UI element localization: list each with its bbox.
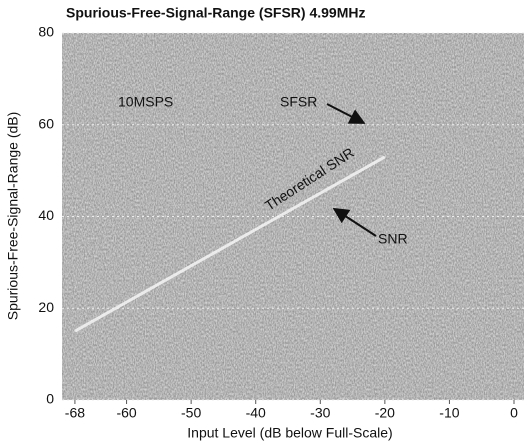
y-tick-label: 80 <box>38 24 54 40</box>
x-tick-label: -40 <box>246 405 266 421</box>
x-tick-label: -30 <box>310 405 330 421</box>
x-tick-label: 0 <box>510 405 518 421</box>
annotation: SNR <box>378 231 408 247</box>
y-axis-label: Spurious-Free-Signal-Range (dB) <box>5 112 21 321</box>
y-tick-label: 0 <box>46 391 54 407</box>
arrow <box>326 103 366 124</box>
y-tick-label: 60 <box>38 115 54 131</box>
x-tick-label: -50 <box>181 405 201 421</box>
x-tick-label: -68 <box>65 405 85 421</box>
x-axis-label: Input Level (dB below Full-Scale) <box>187 425 392 441</box>
chart-title: Spurious-Free-Signal-Range (SFSR) 4.99MH… <box>66 5 365 21</box>
y-tick-label: 40 <box>38 207 54 223</box>
x-tick-label: -20 <box>375 405 395 421</box>
x-tick-label: -60 <box>116 405 136 421</box>
y-tick-label: 20 <box>38 299 54 315</box>
plot-area <box>62 32 524 401</box>
annotation: SFSR <box>280 94 317 110</box>
series-line <box>74 155 386 333</box>
arrow <box>332 207 377 237</box>
annotation: 10MSPS <box>118 94 173 110</box>
x-tick-label: -10 <box>439 405 459 421</box>
